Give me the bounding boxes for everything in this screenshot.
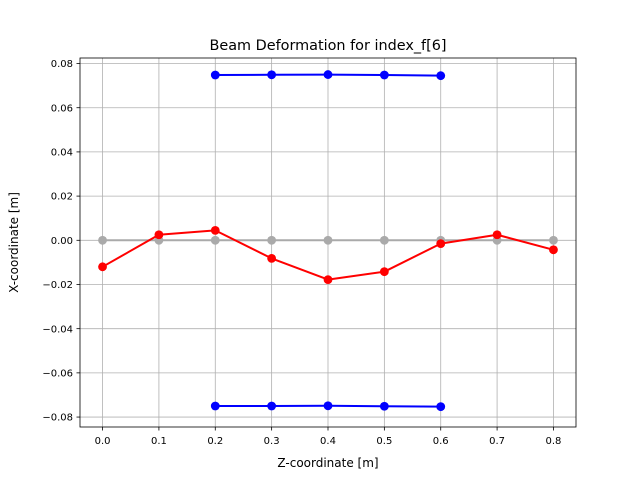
- data-point: [323, 235, 333, 245]
- x-tick-label: 0.4: [320, 436, 336, 447]
- y-tick-label: 0.02: [51, 192, 73, 203]
- series-2: [210, 401, 446, 412]
- y-tick-label: 0.04: [51, 148, 73, 159]
- data-point: [492, 230, 502, 240]
- y-tick-label: −0.04: [42, 324, 73, 335]
- series-3: [98, 225, 558, 285]
- data-point: [549, 245, 558, 255]
- x-tick-label: 0.2: [207, 436, 223, 447]
- y-axis-ticks: −0.08 −0.06 −0.04 −0.02 0.00 0.02 0.04 0.06 0.08: [42, 59, 80, 424]
- y-tick-label: 0.00: [51, 236, 73, 247]
- x-axis-ticks: 0.0 0.1 0.2 0.3 0.4 0.5 0.6 0.7 0.8: [95, 427, 562, 447]
- data-point: [379, 267, 389, 277]
- data-point: [323, 275, 333, 285]
- plot-series: [98, 70, 558, 412]
- series-1: [210, 70, 446, 81]
- y-tick-label: −0.06: [42, 368, 73, 379]
- x-tick-label: 0.5: [376, 436, 392, 447]
- data-point: [436, 239, 446, 249]
- data-point: [98, 262, 107, 272]
- data-point: [210, 225, 220, 235]
- x-tick-label: 0.3: [264, 436, 280, 447]
- x-tick-label: 0.6: [433, 436, 449, 447]
- data-point: [379, 235, 389, 245]
- x-axis-label: Z-coordinate [m]: [277, 456, 378, 470]
- data-point: [549, 235, 558, 245]
- data-point: [267, 401, 277, 411]
- x-tick-label: 0.7: [489, 436, 505, 447]
- y-tick-label: −0.02: [42, 280, 73, 291]
- y-axis-label: X-coordinate [m]: [7, 192, 21, 293]
- data-point: [210, 70, 220, 80]
- data-point: [267, 70, 277, 80]
- data-point: [436, 71, 446, 81]
- y-tick-label: 0.08: [51, 59, 73, 70]
- data-point: [267, 235, 277, 245]
- x-tick-label: 0.8: [546, 436, 562, 447]
- data-point: [323, 401, 333, 411]
- y-tick-label: −0.08: [42, 413, 73, 424]
- y-tick-label: 0.06: [51, 103, 73, 114]
- data-point: [154, 230, 164, 240]
- data-point: [210, 235, 220, 245]
- data-point: [379, 401, 389, 411]
- data-point: [323, 70, 333, 79]
- data-point: [436, 402, 446, 412]
- x-tick-label: 0.1: [151, 436, 167, 447]
- chart-title: Beam Deformation for index_f[6]: [210, 38, 447, 54]
- data-point: [267, 254, 277, 263]
- x-tick-label: 0.0: [95, 436, 111, 447]
- data-point: [98, 235, 107, 245]
- data-point: [210, 401, 220, 411]
- data-point: [379, 70, 389, 80]
